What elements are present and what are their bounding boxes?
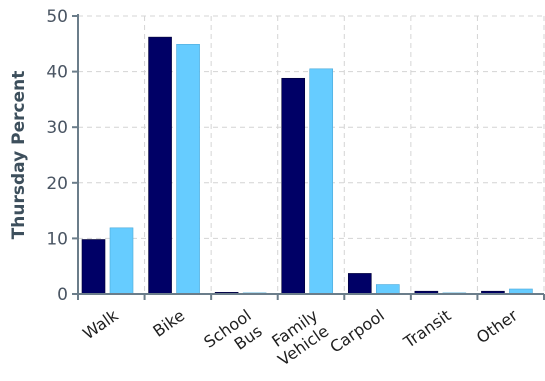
bars <box>81 36 533 295</box>
bar <box>148 36 172 295</box>
y-tick-label: 20 <box>46 174 68 194</box>
x-tick-label: SchoolBus <box>200 306 265 368</box>
grid-lines <box>78 15 545 294</box>
axes <box>77 14 544 295</box>
y-axis-title: Thursday Percent <box>9 71 29 240</box>
bar <box>176 44 200 295</box>
y-axis-ticks: 0 10 20 30 40 50 <box>46 7 78 305</box>
y-tick-label: 40 <box>46 63 68 83</box>
y-tick-label: 50 <box>46 7 68 27</box>
bar <box>375 284 400 295</box>
x-tick-label: Walk <box>79 305 122 343</box>
bar <box>309 68 334 295</box>
bar <box>109 227 134 295</box>
x-tick-label: Other <box>473 305 521 347</box>
bar <box>347 273 372 295</box>
bar <box>281 77 306 295</box>
bar <box>81 239 106 295</box>
x-tick-label: Carpool <box>326 306 387 357</box>
x-tick-label: Bike <box>149 306 188 341</box>
y-tick-label: 30 <box>46 118 68 138</box>
x-tick-label: Transit <box>399 306 454 353</box>
y-tick-label: 0 <box>57 285 68 305</box>
x-tick-label: FamilyVehicle <box>264 306 333 370</box>
y-tick-label: 10 <box>46 229 68 249</box>
